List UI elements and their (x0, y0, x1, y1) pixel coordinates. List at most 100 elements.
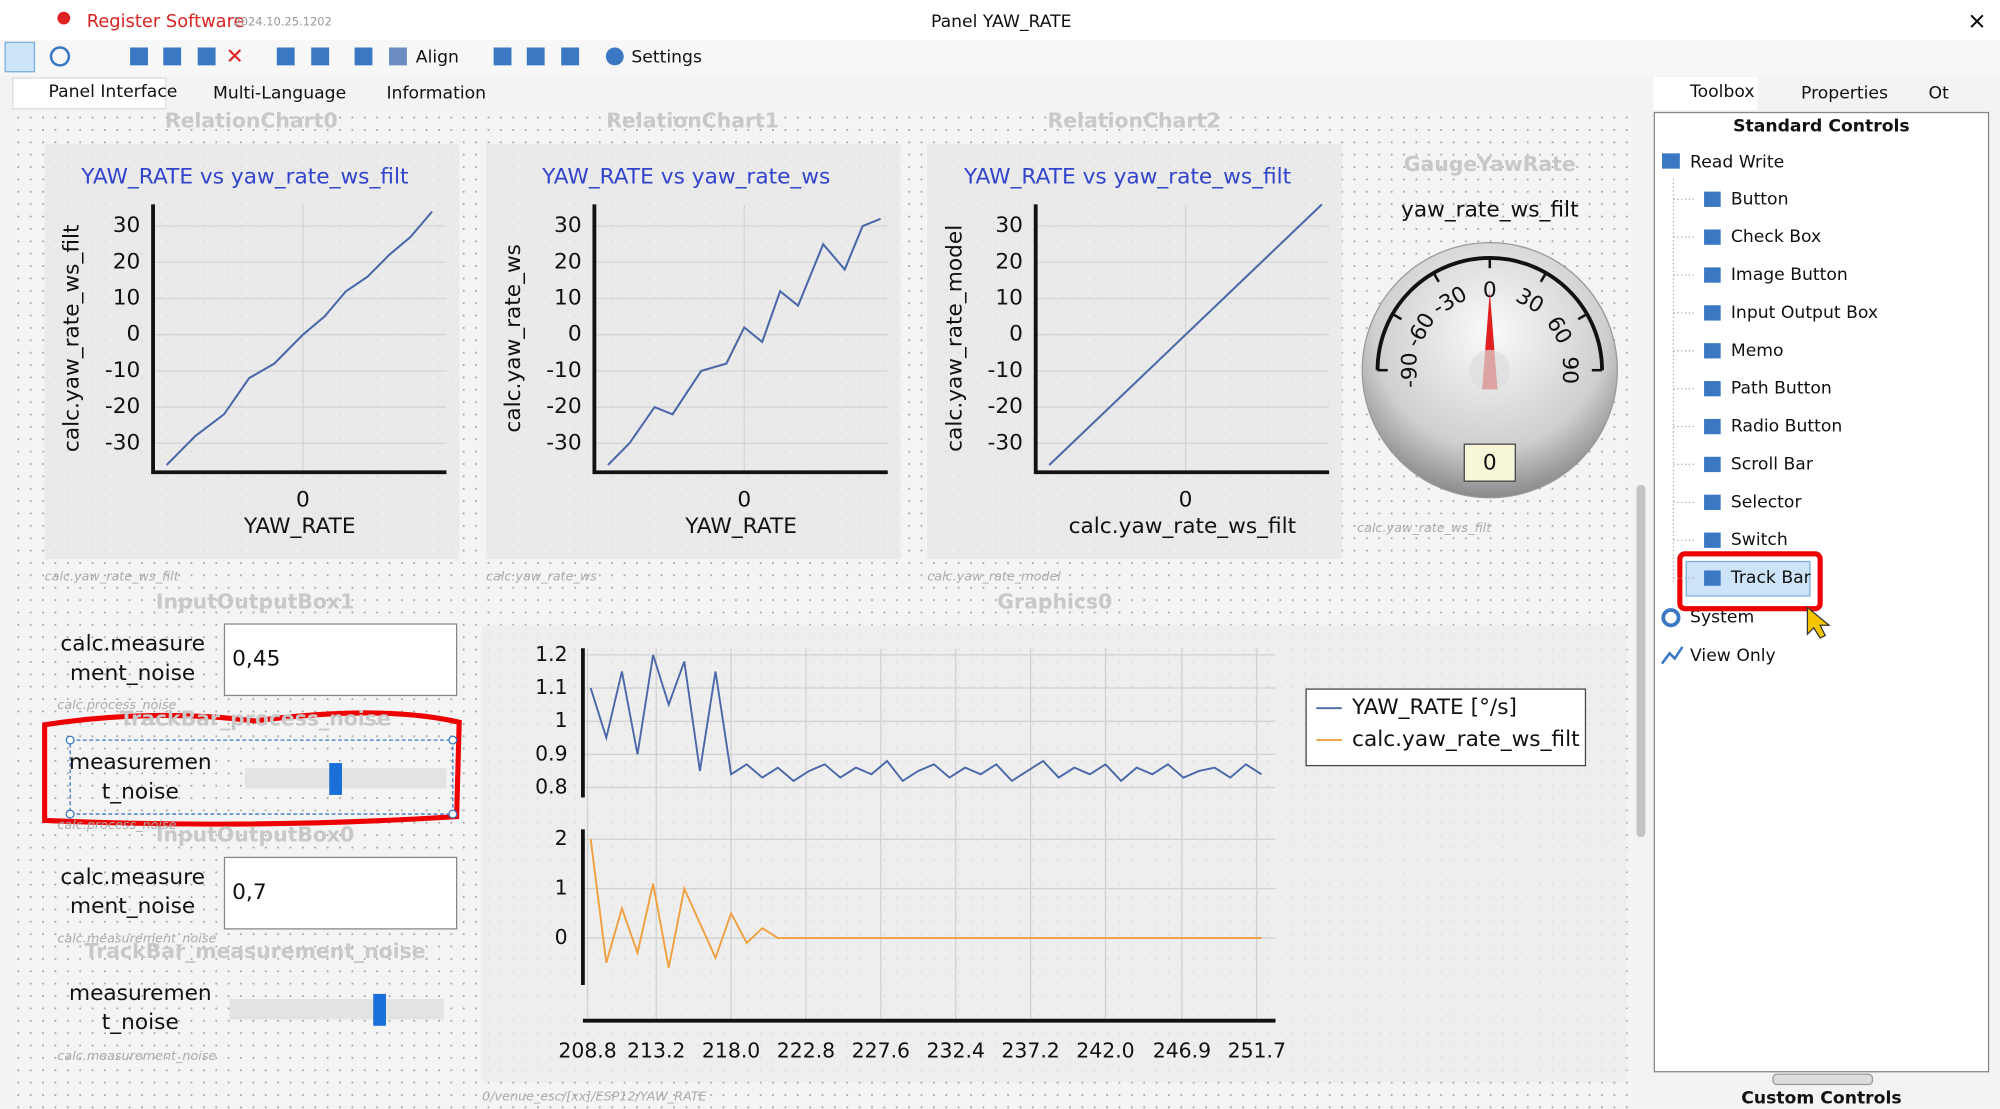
control-name: TrackBar_process_noise (119, 707, 390, 731)
io-label: ment_noise (70, 661, 195, 686)
x-tick-label: 208.8 (558, 1038, 616, 1062)
item-icon (1704, 494, 1721, 510)
control-name: InputOutputBox0 (156, 823, 354, 847)
x-tick-label: 0 (296, 487, 310, 512)
trackbar-label: t_noise (102, 779, 179, 804)
y-tick-label: 20 (554, 249, 582, 274)
y-tick-label: 30 (554, 213, 582, 238)
delete-button[interactable]: ✕ (226, 45, 244, 70)
y-tick-label: 0 (555, 925, 568, 949)
gauge-hub (1469, 349, 1511, 391)
control-caption: calc.yaw_rate_ws_filt (1357, 521, 1492, 536)
io-value: 0,45 (232, 647, 280, 672)
toolbox-item[interactable]: Selector (1731, 492, 1803, 512)
toolbox-item[interactable]: Scroll Bar (1731, 454, 1814, 474)
trackbar-track[interactable] (229, 999, 444, 1020)
control-name: RelationChart1 (606, 108, 779, 132)
splitter[interactable] (1772, 1073, 1874, 1086)
toolbox-item[interactable]: Check Box (1731, 227, 1821, 247)
toolbox-item[interactable]: Memo (1731, 341, 1784, 361)
y-tick-label: 2 (555, 826, 568, 850)
close-button[interactable]: × (1967, 8, 1986, 34)
gauge-value-box (1463, 443, 1516, 482)
x-tick-label: 237.2 (1001, 1038, 1059, 1062)
side-tab[interactable]: Toolbox (1689, 82, 1755, 102)
tab[interactable]: Information (386, 83, 486, 103)
toolbox-item[interactable]: Radio Button (1731, 417, 1842, 437)
toolbox-item[interactable]: Switch (1731, 530, 1788, 550)
toolbox-group[interactable]: System (1690, 608, 1754, 628)
chart-panel (927, 144, 1342, 559)
toolbox-item[interactable]: Track Bar (1730, 568, 1812, 588)
item-icon (1704, 456, 1721, 473)
app-version: 2024.10.25.1202 (233, 14, 332, 28)
highlight (42, 710, 462, 827)
chart-title: YAW_RATE vs yaw_rate_ws_filt (80, 165, 408, 190)
toolbox-item[interactable]: Image Button (1731, 265, 1848, 285)
y-tick-label: 0 (568, 322, 582, 347)
tab-active[interactable] (1653, 76, 1758, 110)
x-tick-label: 232.4 (927, 1038, 985, 1062)
item-icon (1704, 191, 1721, 207)
trackbar-label: measuremen (69, 750, 212, 775)
y-tick-label: 20 (995, 249, 1023, 274)
tab-active[interactable] (12, 77, 167, 110)
x-tick-label: 227.6 (852, 1038, 910, 1062)
control-name: TrackBar_measurement_noise (85, 939, 426, 963)
item-icon (1704, 343, 1721, 359)
io-input[interactable] (223, 623, 458, 697)
x-axis-label: calc.yaw_rate_ws_filt (1069, 514, 1297, 539)
tab[interactable]: Multi-Language (213, 83, 346, 103)
tab[interactable]: Panel Interface (48, 82, 177, 102)
title-bar (0, 0, 2000, 40)
y-tick-label: -20 (105, 394, 140, 419)
y-tick-label: 0 (127, 322, 141, 347)
selection-handle[interactable] (448, 809, 458, 819)
toolbox-item[interactable]: Path Button (1731, 379, 1832, 399)
scrollbar[interactable] (1636, 484, 1646, 838)
control-caption: calc.process_noise (57, 818, 176, 833)
x-tick-label: 246.9 (1153, 1038, 1211, 1062)
y-tick-label: 1 (555, 876, 568, 900)
selection-handle[interactable] (65, 735, 75, 745)
y-tick-label: 1.1 (535, 675, 567, 699)
y-tick-label: 0 (1009, 322, 1023, 347)
io-label: ment_noise (70, 894, 195, 919)
side-tab[interactable]: Properties (1801, 83, 1888, 103)
axes (592, 204, 888, 475)
control-caption: calc.yaw_rate_ws (486, 569, 597, 584)
y-axis-label: calc.yaw_rate_ws (501, 244, 526, 433)
y-tick-label: -20 (988, 394, 1023, 419)
item-icon (1704, 305, 1721, 321)
control-caption: 0/venue_esc/[xx]/ESP12/YAW_RATE (482, 1090, 707, 1105)
y-tick-label: 20 (113, 249, 141, 274)
y-tick-label: 30 (113, 213, 141, 238)
edit-button[interactable] (4, 41, 36, 73)
toolbox-item[interactable]: Input Output Box (1731, 303, 1878, 323)
trackbar-track[interactable] (244, 768, 447, 789)
align-menu[interactable]: Align (416, 48, 459, 68)
trackbar-thumb[interactable] (373, 993, 386, 1026)
y-tick-label: 10 (554, 285, 582, 310)
trackbar-label: t_noise (102, 1010, 179, 1035)
y-tick-label: -10 (988, 358, 1023, 383)
y-tick-label: -10 (546, 358, 581, 383)
io-input[interactable] (223, 856, 458, 930)
gauge-tick-label: 0 (1483, 278, 1497, 303)
toolbox-group[interactable]: Read Write (1690, 152, 1784, 172)
toolbox-item[interactable]: Button (1731, 189, 1789, 209)
chart-title: YAW_RATE vs yaw_rate_ws_filt (963, 165, 1291, 190)
toolbox-group[interactable]: View Only (1690, 646, 1776, 666)
selection-handle[interactable] (448, 735, 458, 745)
selection-handle[interactable] (65, 809, 75, 819)
x-tick-label: 0 (1179, 487, 1193, 512)
side-tab[interactable]: Ot (1929, 83, 1950, 103)
toolbar-icons (49, 46, 624, 67)
selection-frame (69, 739, 454, 815)
x-tick-label: 0 (737, 487, 751, 512)
trackbar-thumb[interactable] (329, 763, 342, 795)
control-caption: calc.yaw_rate_model (927, 569, 1061, 584)
settings-menu[interactable]: Settings (631, 48, 702, 68)
y-tick-label: -30 (105, 430, 140, 455)
toolbar (0, 39, 2000, 76)
